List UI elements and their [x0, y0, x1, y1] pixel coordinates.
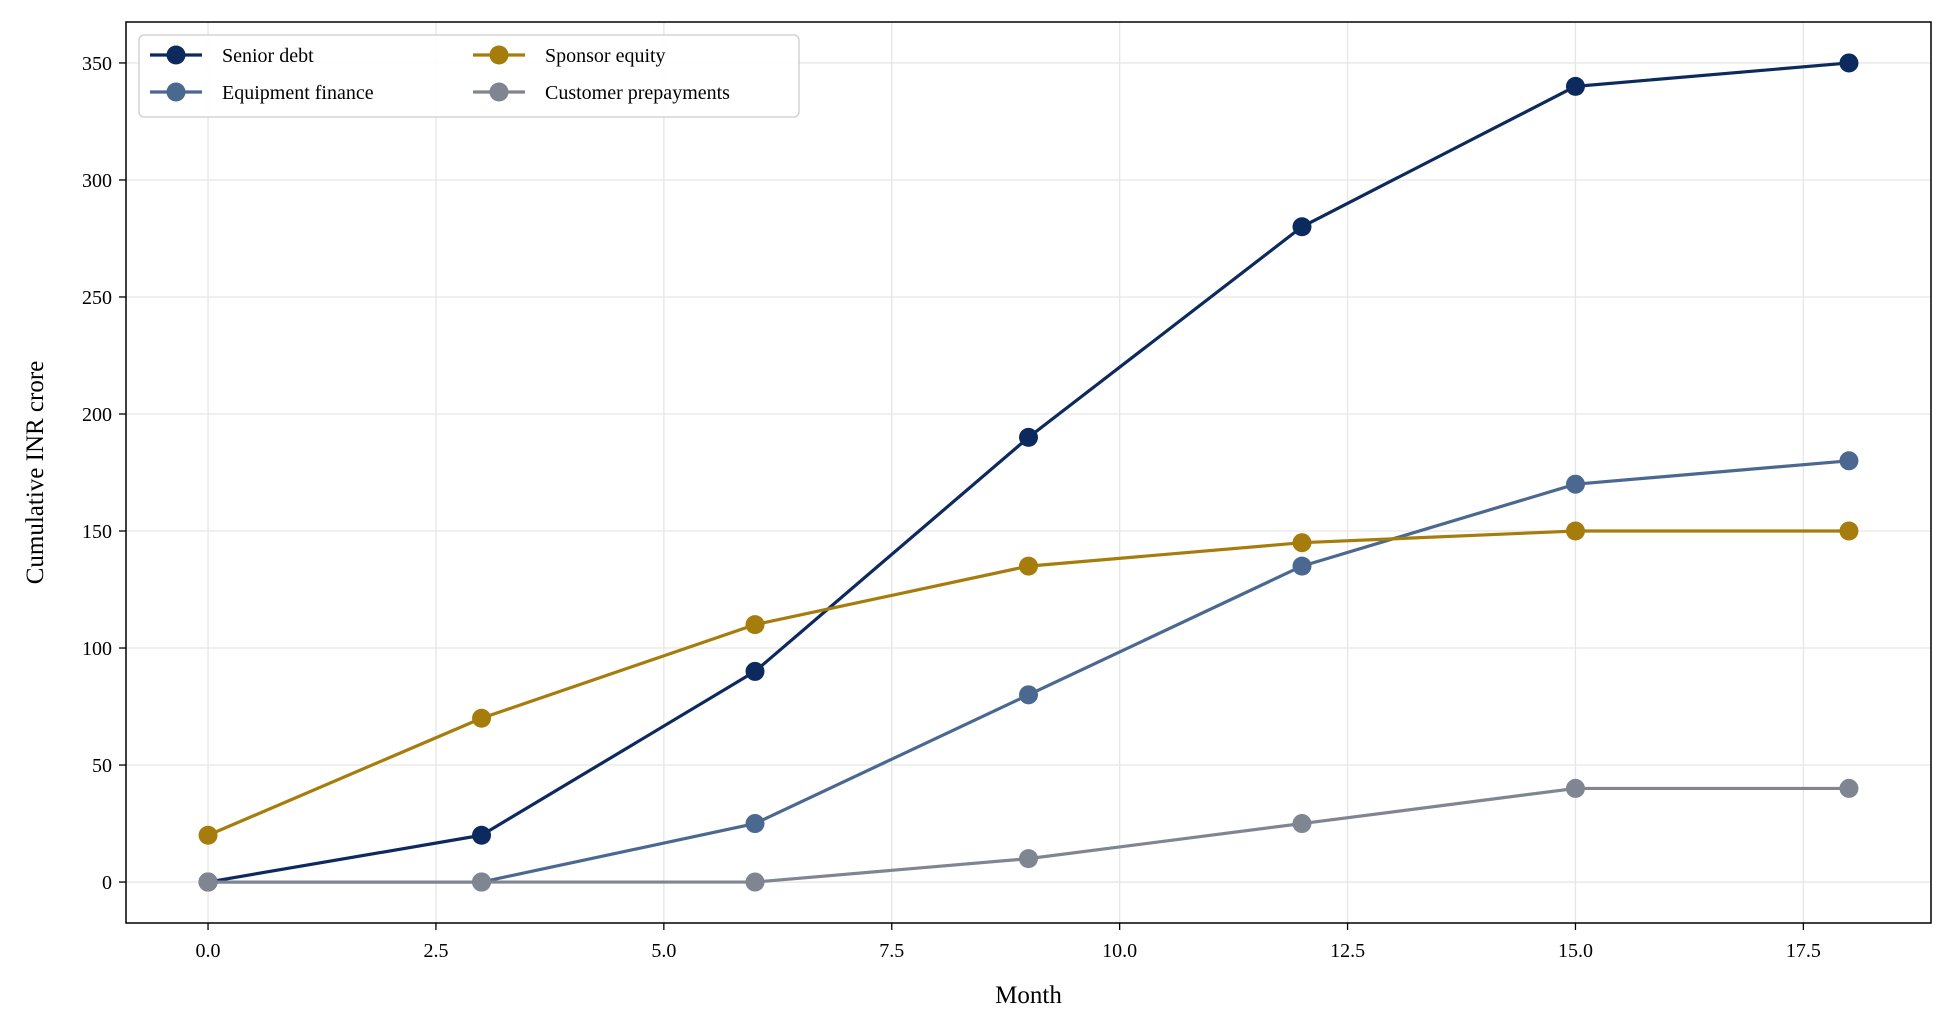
series-sponsor-equity — [198, 521, 1859, 845]
series-layer — [198, 53, 1859, 892]
data-point — [1565, 474, 1585, 494]
y-tick-label: 350 — [82, 53, 112, 75]
series-line — [206, 459, 1851, 884]
x-tick-label: 0.0 — [196, 940, 221, 962]
plot-frame — [125, 21, 1932, 924]
x-tick-label: 15.0 — [1558, 940, 1593, 962]
y-tick-label: 50 — [92, 755, 112, 777]
legend-label: Sponsor equity — [545, 45, 666, 67]
legend-item: Senior debt — [150, 45, 314, 67]
data-point — [745, 814, 765, 834]
y-tick-label: 300 — [82, 170, 112, 192]
data-point — [1839, 451, 1859, 471]
legend: Senior debt Equipment finance Sponsor equi… — [138, 34, 800, 118]
series-line — [206, 61, 1851, 884]
grid — [126, 22, 1931, 923]
series-equipment-finance — [198, 451, 1859, 892]
y-tick-label: 200 — [82, 404, 112, 426]
legend-frame — [138, 34, 800, 118]
data-point — [198, 825, 218, 845]
data-point — [472, 825, 492, 845]
data-point — [1019, 849, 1038, 869]
legend-swatch-marker — [166, 82, 186, 102]
data-point — [1839, 521, 1859, 541]
x-tick-label: 2.5 — [423, 940, 448, 962]
legend-label: Customer prepayments — [545, 82, 730, 104]
legend-label: Equipment finance — [222, 82, 374, 104]
x-tick-label: 17.5 — [1786, 940, 1821, 962]
data-point — [1292, 814, 1312, 834]
legend-swatch-marker — [489, 82, 509, 102]
data-point — [1565, 521, 1585, 541]
x-tick-label: 5.0 — [651, 940, 676, 962]
data-point — [1019, 685, 1038, 705]
y-tick-label: 100 — [82, 638, 112, 660]
y-tick-label: 0 — [102, 872, 112, 894]
y-tick-label: 150 — [82, 521, 112, 543]
data-point — [472, 872, 492, 892]
legend-swatch-marker — [166, 45, 186, 65]
y-tick-label: 250 — [82, 287, 112, 309]
data-point — [1839, 778, 1859, 798]
axis-ticks: 0.0 2.5 5.0 7.5 10.0 12.5 15.0 17.5 0 50 100 150 200… — [82, 53, 1821, 962]
data-point — [1565, 76, 1585, 96]
data-point — [745, 661, 765, 681]
data-point — [1292, 556, 1312, 576]
legend-item: Sponsor equity — [473, 45, 666, 67]
legend-item: Equipment finance — [150, 82, 374, 104]
legend-swatch-marker — [489, 45, 509, 65]
data-point — [472, 708, 492, 728]
data-point — [745, 615, 765, 635]
y-axis-label: Cumulative INR crore — [22, 361, 49, 585]
data-point — [745, 872, 765, 892]
data-point — [198, 872, 218, 892]
data-point — [1292, 533, 1312, 553]
data-point — [1565, 778, 1585, 798]
x-tick-label: 12.5 — [1330, 940, 1365, 962]
legend-item: Customer prepayments — [473, 82, 730, 104]
series-customer-prepayments — [198, 778, 1859, 892]
x-axis-label: Month — [995, 982, 1062, 1009]
x-tick-label: 10.0 — [1102, 940, 1137, 962]
legend-label: Senior debt — [222, 45, 314, 67]
series-senior-debt — [198, 53, 1859, 892]
data-point — [1839, 53, 1859, 73]
x-tick-label: 7.5 — [879, 940, 904, 962]
data-point — [1019, 427, 1038, 447]
data-point — [1292, 217, 1312, 237]
data-point — [1019, 556, 1038, 576]
